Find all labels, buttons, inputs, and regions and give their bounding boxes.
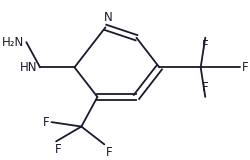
Text: H₂N: H₂N <box>2 36 24 49</box>
Text: F: F <box>106 146 112 159</box>
Text: F: F <box>55 143 62 156</box>
Text: F: F <box>43 116 49 129</box>
Text: N: N <box>104 11 112 24</box>
Text: F: F <box>242 61 248 74</box>
Text: HN: HN <box>20 61 38 74</box>
Text: F: F <box>202 81 208 94</box>
Text: F: F <box>202 39 208 52</box>
